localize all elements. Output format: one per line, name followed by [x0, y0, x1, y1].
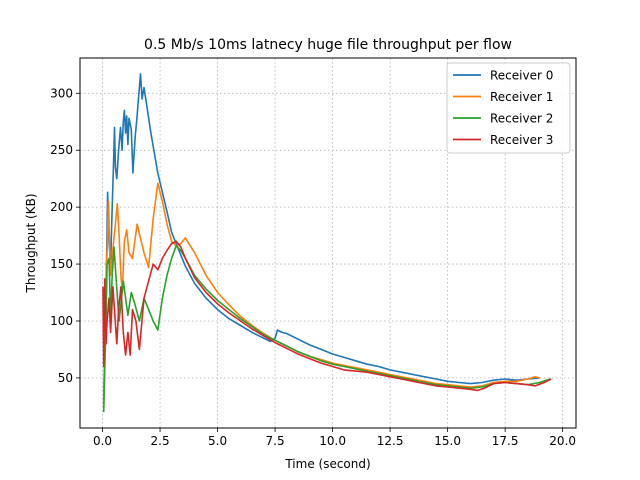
y-tick-label: 150 — [50, 257, 73, 271]
x-tick-label: 20.0 — [549, 434, 576, 448]
y-axis-ticks: 50 100 150 200 250 300 — [50, 86, 80, 385]
y-tick-label: 200 — [50, 200, 73, 214]
x-tick-label: 0.0 — [93, 434, 112, 448]
y-tick-label: 300 — [50, 86, 73, 100]
series-line-receiver-3 — [102, 240, 552, 392]
x-tick-label: 5.0 — [208, 434, 227, 448]
series-lines — [102, 73, 552, 413]
chart-title: 0.5 Mb/s 10ms latnecy huge file throughp… — [144, 37, 512, 53]
y-tick-label: 50 — [58, 371, 73, 385]
series-line-receiver-1 — [102, 182, 540, 407]
y-tick-label: 250 — [50, 143, 73, 157]
y-axis-label: Throughput (KB) — [24, 194, 38, 294]
x-tick-label: 12.5 — [377, 434, 404, 448]
x-axis-label: Time (second) — [284, 457, 370, 471]
y-tick-label: 100 — [50, 314, 73, 328]
legend: Receiver 0 Receiver 1 Receiver 2 Receiver 3 — [446, 62, 571, 154]
x-tick-label: 2.5 — [151, 434, 170, 448]
legend-box — [446, 62, 571, 154]
plot-frame — [79, 57, 577, 429]
legend-label: Receiver 2 — [490, 112, 553, 126]
x-tick-label: 17.5 — [492, 434, 519, 448]
series-line-receiver-0 — [102, 73, 540, 401]
x-axis-ticks: 0.0 2.5 5.0 7.5 10.0 12.5 15.0 17.5 20.0 — [93, 428, 576, 448]
legend-label: Receiver 3 — [490, 133, 553, 147]
legend-label: Receiver 0 — [490, 69, 553, 83]
x-tick-label: 10.0 — [319, 434, 346, 448]
series-line-receiver-2 — [102, 245, 552, 413]
x-tick-label: 7.5 — [266, 434, 285, 448]
legend-label: Receiver 1 — [490, 90, 553, 104]
x-tick-label: 15.0 — [434, 434, 461, 448]
